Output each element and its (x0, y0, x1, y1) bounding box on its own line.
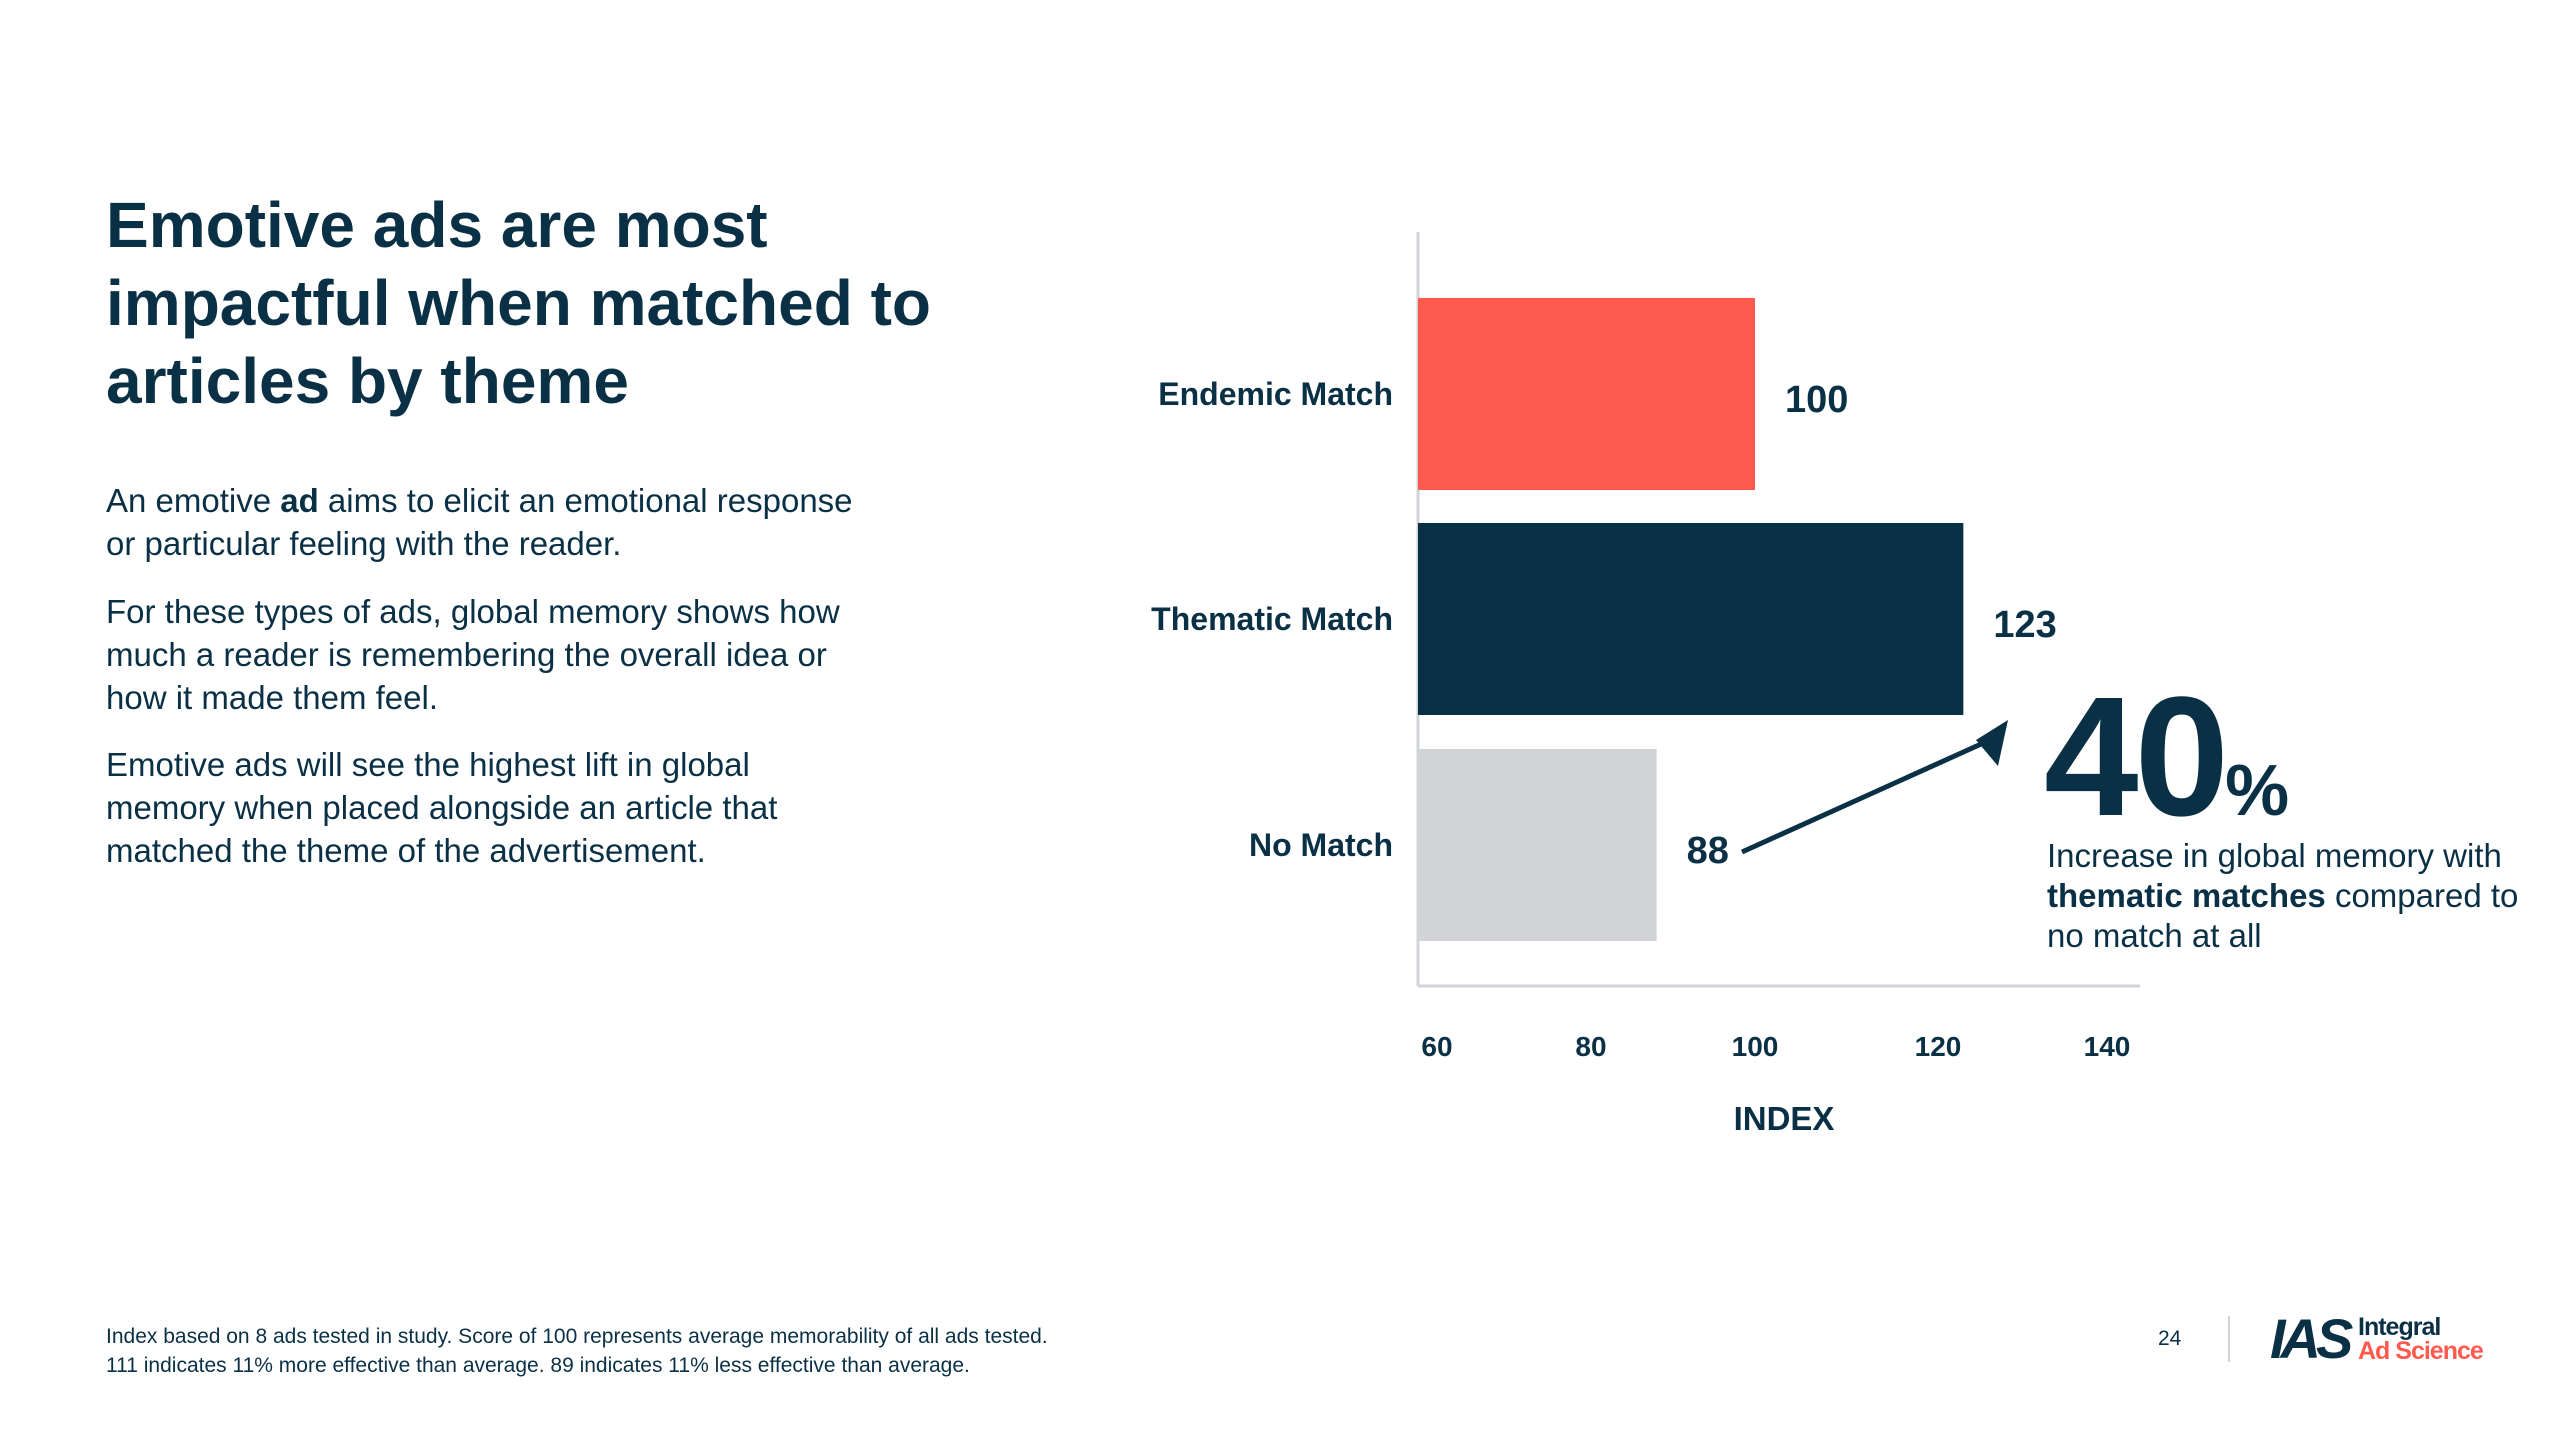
callout-bold: thematic matches (2047, 877, 2326, 914)
x-axis-title: INDEX (1734, 1100, 1835, 1137)
category-label-thematic-match: Thematic Match (1151, 601, 1393, 637)
callout-number: 40% (2044, 672, 2289, 876)
callout-caption: Increase in global memory with thematic … (2047, 836, 2527, 956)
callout-line2: compared to no match at all (2047, 877, 2519, 954)
value-label-thematic-match: 123 (1993, 604, 2056, 646)
intro-text-bold: ad (280, 482, 319, 519)
footer-divider (2228, 1316, 2230, 1362)
intro-text-before: An emotive (106, 482, 281, 519)
footnote-line1: Index based on 8 ads tested in study. Sc… (106, 1325, 1048, 1348)
x-tick-label-100: 100 (1732, 1031, 1779, 1062)
annotation-arrow-line (1740, 737, 1992, 855)
logo-wordmark: Integral Ad Science (2358, 1313, 2484, 1365)
category-label-endemic-match: Endemic Match (1158, 376, 1393, 412)
callout-line1: Increase in global memory with (2047, 837, 2502, 874)
page-title: Emotive ads are most impactful when matc… (106, 189, 931, 417)
bar-no-match (1418, 749, 1657, 941)
x-tick-label-140: 140 (2084, 1031, 2131, 1062)
category-label-no-match: No Match (1249, 827, 1393, 863)
footnote-line2: 111 indicates 11% more effective than av… (106, 1354, 970, 1377)
footnote: Index based on 8 ads tested in study. Sc… (106, 1322, 1406, 1380)
logo-mark: IAS (2270, 1307, 2353, 1370)
logo-line1: Integral (2358, 1313, 2441, 1341)
logo-line2: Ad Science (2358, 1337, 2484, 1365)
memory-paragraph: For these types of ads, global memory sh… (106, 593, 840, 716)
intro-text-after: aims to elicit an emotional response or … (106, 482, 853, 562)
intro-paragraph: An emotive ad aims to elicit an emotiona… (106, 479, 866, 565)
lift-paragraph: Emotive ads will see the highest lift in… (106, 746, 778, 869)
x-tick-label-120: 120 (1915, 1031, 1962, 1062)
page-number: 24 (2158, 1327, 2182, 1350)
bar-thematic-match (1418, 523, 1964, 715)
bar-endemic-match (1418, 298, 1755, 490)
x-tick-label-60: 60 (1421, 1031, 1452, 1062)
x-tick-label-80: 80 (1575, 1031, 1606, 1062)
value-label-endemic-match: 100 (1785, 379, 1848, 421)
annotation-arrow-head (1976, 720, 2008, 766)
callout-value: 40 (2044, 662, 2229, 852)
callout-unit: % (2225, 751, 2290, 831)
value-label-no-match: 88 (1687, 830, 1729, 872)
